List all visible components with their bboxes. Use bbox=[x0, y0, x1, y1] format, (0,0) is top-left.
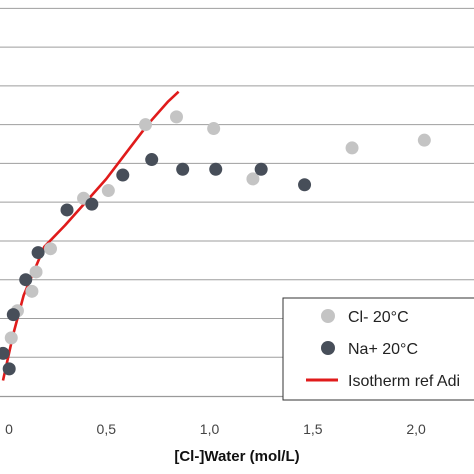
isotherm-series-line bbox=[1, 90, 180, 381]
cl-data-point bbox=[207, 122, 221, 136]
na-data-point bbox=[116, 168, 130, 182]
legend-label-na: Na+ 20°C bbox=[348, 341, 418, 358]
na-data-point bbox=[19, 273, 33, 287]
x-tick-label: 1,0 bbox=[200, 421, 220, 437]
cl-data-point bbox=[4, 331, 18, 345]
legend-marker-na bbox=[321, 341, 335, 355]
cl-data-point bbox=[44, 242, 58, 256]
na-data-point bbox=[6, 308, 20, 322]
na-data-point bbox=[85, 197, 99, 211]
cl-data-point bbox=[29, 265, 43, 279]
gridlines bbox=[0, 7, 474, 358]
x-tick-label: 2,0 bbox=[406, 421, 426, 437]
cl-data-point bbox=[139, 118, 153, 132]
legend-label-cl: Cl- 20°C bbox=[348, 309, 409, 326]
legend-label-isotherm: Isotherm ref Adi bbox=[348, 373, 460, 390]
legend: Cl- 20°C Na+ 20°C Isotherm ref Adi bbox=[282, 297, 474, 401]
x-tick-labels: 00,51,01,52,02,5 bbox=[5, 421, 426, 437]
cl-data-point bbox=[25, 284, 39, 298]
cl-data-point bbox=[417, 133, 431, 147]
legend-box bbox=[282, 297, 474, 401]
legend-marker-cl bbox=[321, 309, 335, 323]
cl-data-point bbox=[101, 184, 115, 198]
na-data-point bbox=[254, 162, 268, 176]
cl-data-point bbox=[246, 172, 260, 186]
scatter-points bbox=[0, 110, 431, 376]
x-tick-label: 1,5 bbox=[303, 421, 323, 437]
x-axis-title: [Cl-]Water (mol/L) bbox=[174, 448, 299, 465]
na-data-point bbox=[0, 346, 10, 360]
cl-data-point bbox=[345, 141, 359, 155]
na-data-point bbox=[298, 178, 312, 192]
x-tick-label: 0 bbox=[5, 421, 13, 437]
x-tick-label: 0,5 bbox=[97, 421, 117, 437]
na-data-point bbox=[60, 203, 74, 217]
na-data-point bbox=[176, 162, 190, 176]
na-data-point bbox=[209, 162, 223, 176]
cl-data-point bbox=[169, 110, 183, 124]
na-data-point bbox=[145, 153, 159, 167]
na-data-point bbox=[2, 362, 16, 376]
na-data-point bbox=[31, 246, 45, 260]
